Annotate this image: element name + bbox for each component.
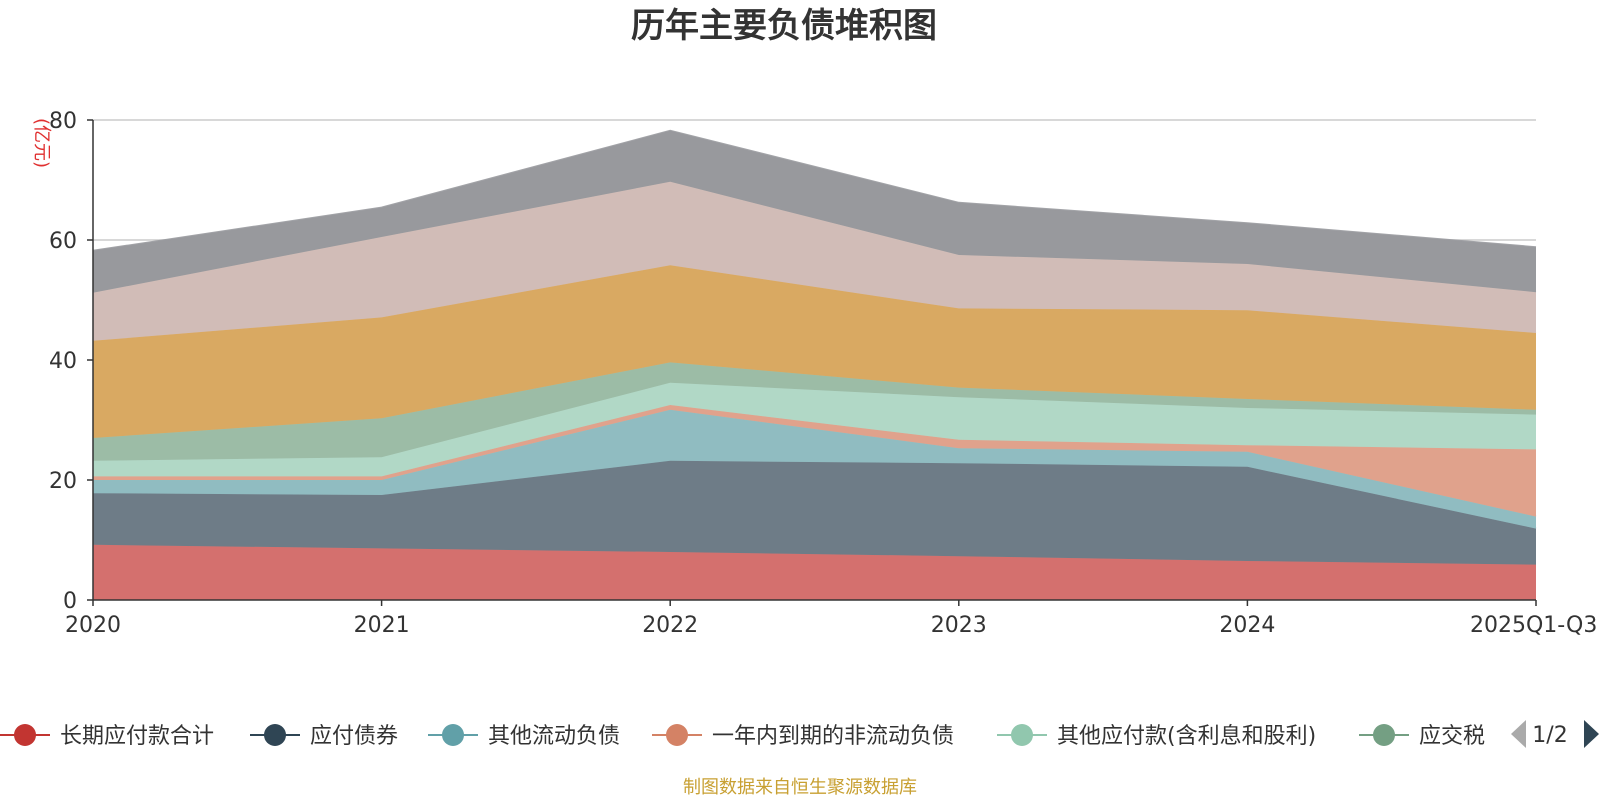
legend-label: 一年内到期的非流动负债 (712, 724, 954, 749)
x-tick-label: 2023 (931, 613, 987, 638)
legend-prev-icon[interactable] (1511, 720, 1526, 748)
legend-item[interactable]: 一年内到期的非流动负债 (652, 724, 954, 749)
y-tick-labels: 0 20 40 60 80 (49, 109, 77, 614)
legend-marker-icon (1011, 724, 1033, 746)
y-tick-label: 20 (49, 469, 77, 494)
axes (87, 119, 1537, 606)
legend-marker-icon (264, 724, 286, 746)
legend-marker-icon (1373, 724, 1395, 746)
x-tick-label: 2022 (642, 613, 698, 638)
legend-item[interactable]: 其他应付款(含利息和股利) (997, 724, 1316, 749)
area-line-9 (92, 129, 1537, 252)
y-tick-label: 80 (49, 109, 77, 134)
x-tick-label: 2024 (1219, 613, 1275, 638)
x-tick-label: 2020 (65, 613, 121, 638)
area-series-8 (93, 181, 1536, 341)
legend-label: 应付债券 (310, 724, 398, 749)
area-series-6 (93, 362, 1536, 461)
legend-label: 其他流动负债 (488, 724, 620, 749)
legend-next-icon[interactable] (1584, 720, 1599, 748)
y-tick-label: 40 (49, 349, 77, 374)
legend-item[interactable]: 应交税 (1359, 724, 1485, 749)
legend-item[interactable]: 长期应付款合计 (0, 724, 214, 749)
area-series-3 (93, 409, 1536, 529)
legend-label: 其他应付款(含利息和股利) (1057, 724, 1316, 749)
y-axis-unit: (亿元) (31, 118, 52, 168)
stacked-areas (92, 129, 1537, 600)
legend-pager: 1/2 (1511, 720, 1599, 748)
area-series-4 (93, 405, 1536, 517)
legend-item[interactable]: 应付债券 (250, 724, 398, 749)
chart-title: 历年主要负债堆积图 (631, 6, 937, 46)
area-series-7 (93, 265, 1536, 438)
area-series-9 (93, 130, 1536, 293)
footer-source: 制图数据来自恒生聚源数据库 (683, 777, 917, 798)
x-tick-labels: 2020 2021 2022 2023 2024 2025Q1-Q3 (65, 613, 1597, 638)
legend-label: 长期应付款合计 (60, 724, 214, 749)
legend-label: 应交税 (1419, 724, 1485, 749)
legend-marker-icon (442, 724, 464, 746)
y-tick-label: 60 (49, 229, 77, 254)
legend-item[interactable]: 其他流动负债 (428, 724, 620, 749)
legend-page-indicator: 1/2 (1532, 723, 1567, 748)
y-tick-label: 0 (63, 589, 77, 614)
legend: 长期应付款合计 应付债券 其他流动负债 一年内到期的非流动负债 其他应付款(含利息和股利… (0, 724, 1485, 749)
x-tick-label: 2025Q1-Q3 (1470, 613, 1597, 638)
legend-marker-icon (14, 724, 36, 746)
x-tick-label: 2021 (354, 613, 410, 638)
legend-marker-icon (666, 724, 688, 746)
area-series-1 (93, 544, 1536, 600)
